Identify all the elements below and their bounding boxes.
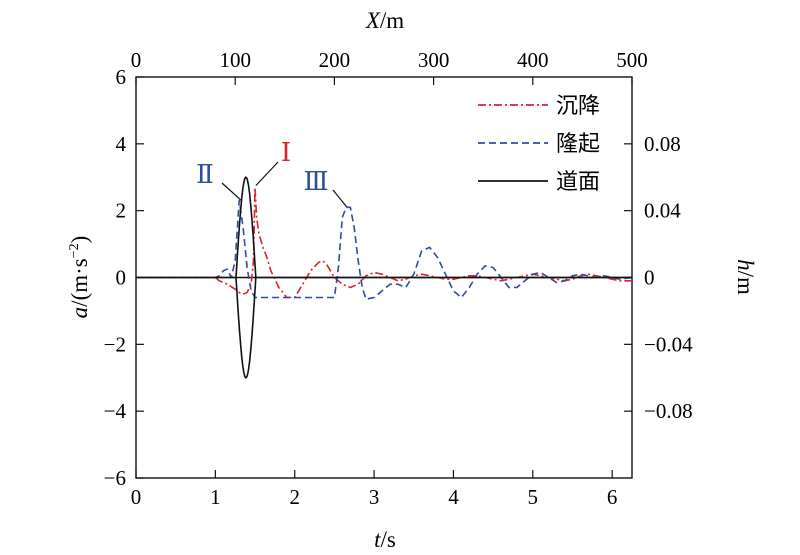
y-tick-label: 2	[116, 199, 127, 223]
x-tick-label: 1	[210, 485, 221, 509]
annotation-layer: Ⅰ Ⅱ Ⅲ	[196, 138, 348, 208]
y-tick-label: −6	[104, 466, 126, 490]
legend-label-2: 隆起	[556, 131, 600, 156]
y-axis-title: a/(m·s−2)	[67, 236, 92, 319]
x-tick-label: 0	[131, 485, 142, 509]
y2-tick-label: 0.08	[644, 132, 681, 156]
legend-label-3: 道面	[556, 169, 600, 194]
y2-axis-title: h/m	[733, 259, 758, 295]
x-tick-label: 6	[607, 485, 618, 509]
annotation-label-3: Ⅲ	[303, 167, 328, 196]
x-tick-label: 4	[448, 485, 459, 509]
x2-tick-label: 200	[319, 48, 351, 72]
y2-tick-label: −0.08	[644, 399, 693, 423]
annotation-label-2: Ⅱ	[196, 160, 214, 189]
x2-tick-label: 0	[131, 48, 142, 72]
ticks-layer: 0 1 2 3 4 5 60 100 200 300 400 500−6−4−20246−0.08−0…	[104, 48, 693, 509]
x-tick-label: 3	[369, 485, 380, 509]
y2-tick-label: 0	[644, 266, 655, 290]
y-tick-label: −4	[104, 399, 127, 423]
x2-tick-label: 500	[616, 48, 648, 72]
annotation-leader-1	[255, 161, 279, 187]
legend-label-1: 沉降	[556, 93, 600, 118]
x2-tick-label: 100	[219, 48, 251, 72]
y-tick-label: 0	[116, 266, 127, 290]
x2-axis-title: X/m	[365, 8, 404, 33]
x-tick-label: 2	[289, 485, 300, 509]
annotation-leader-3	[332, 189, 348, 208]
series-layer	[136, 176, 633, 379]
series-line-1	[136, 186, 632, 299]
y-tick-label: 4	[116, 132, 127, 156]
x2-tick-label: 300	[418, 48, 450, 72]
annotation-label-1: Ⅰ	[281, 138, 291, 167]
x-tick-label: 5	[528, 485, 539, 509]
annotation-leader-2	[221, 182, 242, 202]
x2-tick-label: 400	[517, 48, 549, 72]
x-axis-title: t/s	[374, 527, 396, 552]
series-line-2	[136, 199, 633, 300]
y2-tick-label: −0.04	[644, 332, 693, 356]
y-tick-label: 6	[116, 65, 127, 89]
y-tick-label: −2	[104, 332, 126, 356]
y2-tick-label: 0.04	[644, 199, 681, 223]
series-line-3	[136, 176, 632, 379]
